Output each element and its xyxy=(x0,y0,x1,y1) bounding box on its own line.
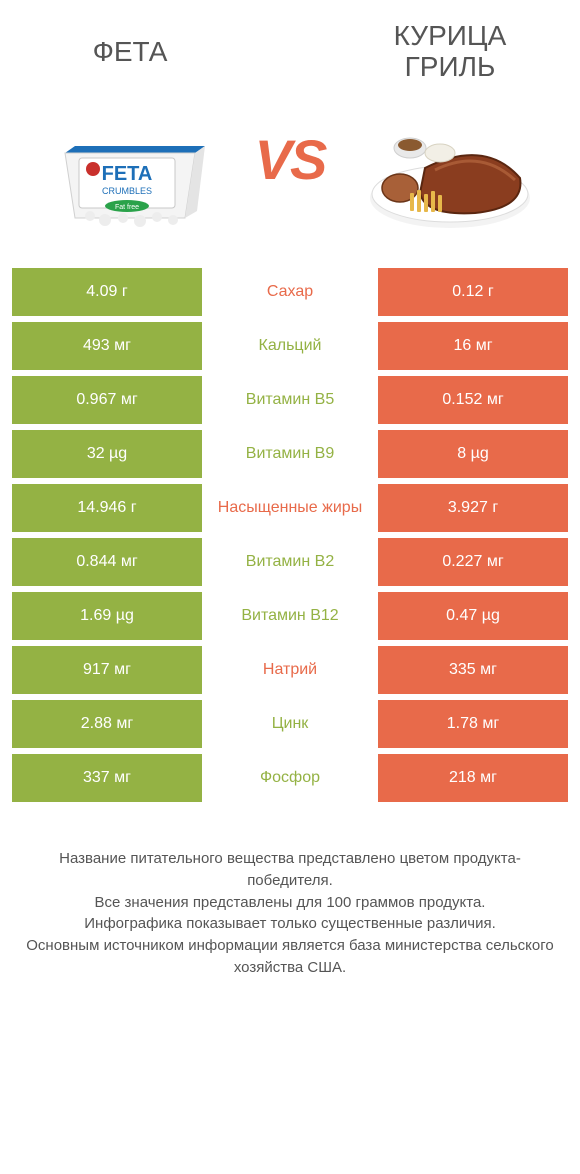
nutrient-label: Витамин B5 xyxy=(202,376,378,424)
nutrient-label: Кальций xyxy=(202,322,378,370)
footnote-line: Все значения представлены для 100 граммо… xyxy=(20,892,560,914)
nutrient-label: Цинк xyxy=(202,700,378,748)
right-product-title: КУРИЦА ГРИЛЬ xyxy=(350,20,550,84)
right-value-cell: 218 мг xyxy=(378,754,568,802)
left-product-image: FETA CRUMBLES Fat free xyxy=(45,98,215,238)
right-value-cell: 3.927 г xyxy=(378,484,568,532)
footnote-line: Название питательного вещества представл… xyxy=(20,848,560,892)
nutrient-label: Натрий xyxy=(202,646,378,694)
table-row: 493 мгКальций16 мг xyxy=(12,322,568,370)
footnote-line: Основным источником информации является … xyxy=(20,935,560,979)
left-value-cell: 493 мг xyxy=(12,322,202,370)
left-product-column: ФЕТА FETA CRUMBLES Fat free xyxy=(30,20,230,238)
right-value-cell: 0.227 мг xyxy=(378,538,568,586)
table-row: 1.69 µgВитамин B120.47 µg xyxy=(12,592,568,640)
left-value-cell: 14.946 г xyxy=(12,484,202,532)
table-row: 337 мгФосфор218 мг xyxy=(12,754,568,802)
svg-text:CRUMBLES: CRUMBLES xyxy=(102,186,152,196)
table-row: 4.09 гСахар0.12 г xyxy=(12,268,568,316)
nutrient-label: Витамин B12 xyxy=(202,592,378,640)
table-row: 14.946 гНасыщенные жиры3.927 г xyxy=(12,484,568,532)
left-value-cell: 2.88 мг xyxy=(12,700,202,748)
table-row: 917 мгНатрий335 мг xyxy=(12,646,568,694)
comparison-header: ФЕТА FETA CRUMBLES Fat free xyxy=(0,0,580,248)
right-value-cell: 0.47 µg xyxy=(378,592,568,640)
left-value-cell: 337 мг xyxy=(12,754,202,802)
right-value-cell: 16 мг xyxy=(378,322,568,370)
footnote: Название питательного вещества представл… xyxy=(0,808,580,979)
nutrient-label: Насыщенные жиры xyxy=(202,484,378,532)
nutrient-label: Фосфор xyxy=(202,754,378,802)
left-value-cell: 0.967 мг xyxy=(12,376,202,424)
right-value-cell: 8 µg xyxy=(378,430,568,478)
comparison-table: 4.09 гСахар0.12 г 493 мгКальций16 мг 0.967… xyxy=(0,248,580,802)
table-row: 0.844 мгВитамин B20.227 мг xyxy=(12,538,568,586)
left-product-title: ФЕТА xyxy=(30,20,230,84)
right-value-cell: 1.78 мг xyxy=(378,700,568,748)
nutrient-label: Витамин B2 xyxy=(202,538,378,586)
left-value-cell: 32 µg xyxy=(12,430,202,478)
right-value-cell: 0.12 г xyxy=(378,268,568,316)
table-row: 2.88 мгЦинк1.78 мг xyxy=(12,700,568,748)
left-value-cell: 917 мг xyxy=(12,646,202,694)
left-value-cell: 4.09 г xyxy=(12,268,202,316)
footnote-line: Инфографика показывает только существенн… xyxy=(20,913,560,935)
table-row: 32 µgВитамин B98 µg xyxy=(12,430,568,478)
right-value-cell: 0.152 мг xyxy=(378,376,568,424)
nutrient-label: Сахар xyxy=(202,268,378,316)
left-value-cell: 0.844 мг xyxy=(12,538,202,586)
left-value-cell: 1.69 µg xyxy=(12,592,202,640)
nutrient-label: Витамин B9 xyxy=(202,430,378,478)
right-product-column: КУРИЦА ГРИЛЬ xyxy=(350,20,550,238)
right-value-cell: 335 мг xyxy=(378,646,568,694)
right-product-image xyxy=(365,98,535,238)
vs-label: VS xyxy=(255,127,326,192)
svg-text:FETA: FETA xyxy=(102,163,153,185)
svg-text:Fat free: Fat free xyxy=(115,204,139,211)
table-row: 0.967 мгВитамин B50.152 мг xyxy=(12,376,568,424)
